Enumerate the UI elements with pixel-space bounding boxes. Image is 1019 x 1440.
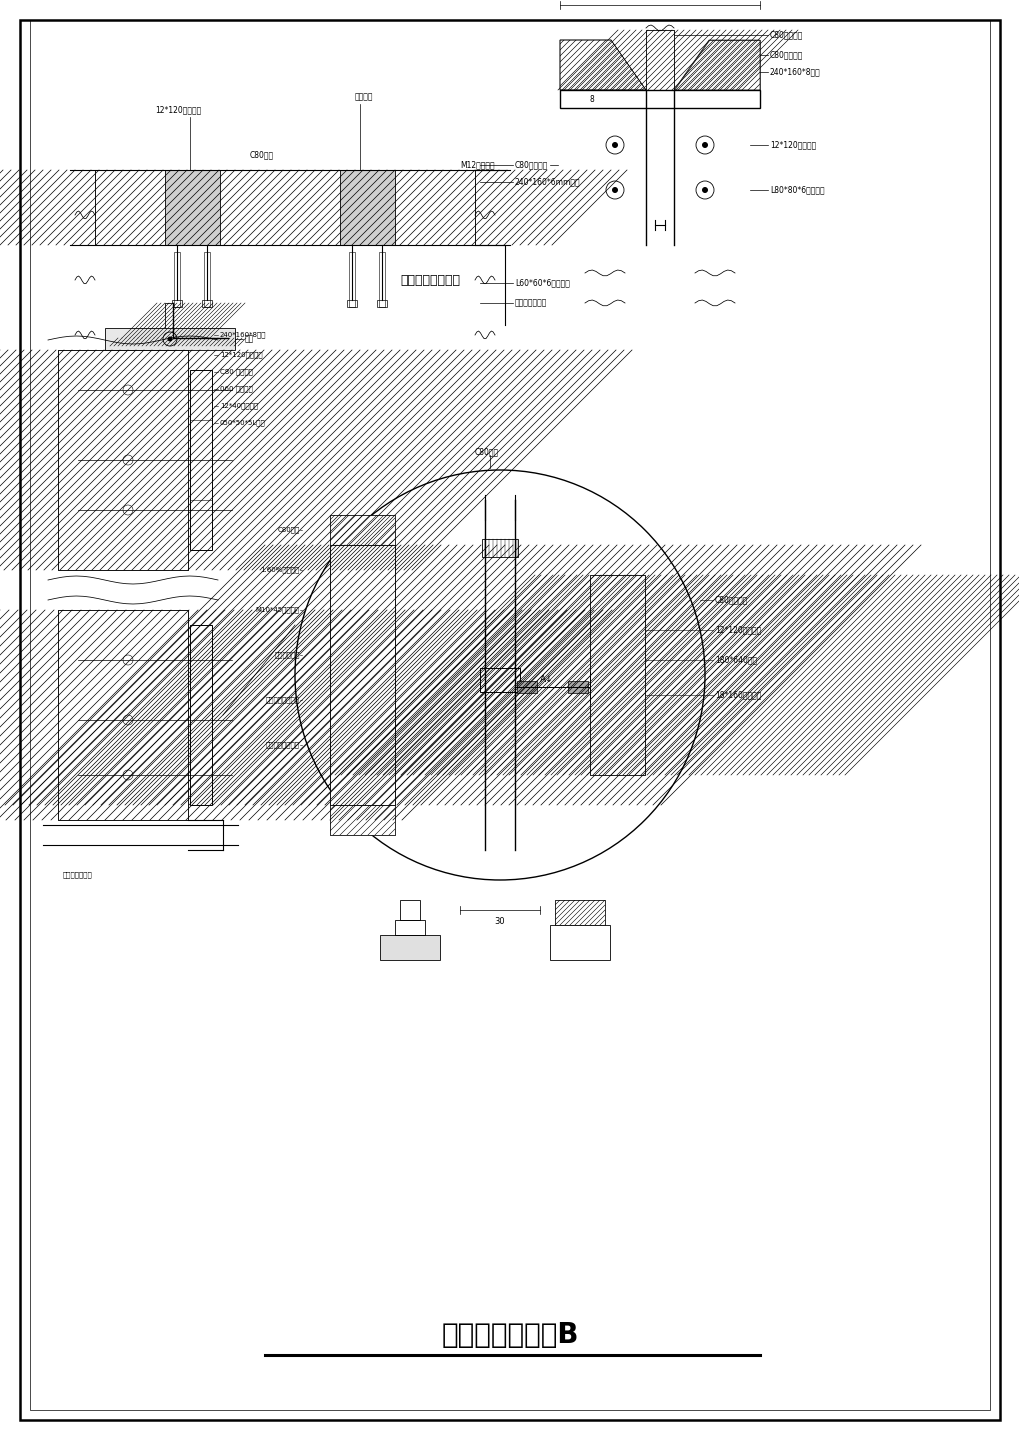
- Text: 240*160*6mm钢板: 240*160*6mm钢板: [515, 177, 580, 187]
- Text: C80槽钢: C80槽钢: [475, 448, 498, 456]
- Text: A↓: A↓: [539, 675, 553, 684]
- Bar: [105, 328, 234, 350]
- Bar: [204, 252, 210, 307]
- Text: 240*160*8钢板: 240*160*8钢板: [769, 68, 820, 76]
- Text: M12化学锚栓: M12化学锚栓: [460, 160, 494, 170]
- Circle shape: [167, 337, 172, 341]
- Text: 化学锚栓: 化学锚栓: [355, 92, 373, 101]
- Bar: [190, 625, 212, 805]
- Bar: [348, 252, 355, 307]
- Text: 12*120膨胀螺栓: 12*120膨胀螺栓: [769, 141, 815, 150]
- Bar: [517, 681, 536, 693]
- Bar: [394, 920, 425, 935]
- Text: L80*80*6角钢骨架: L80*80*6角钢骨架: [769, 186, 823, 194]
- Text: 云石胶粘板胶: 云石胶粘板胶: [274, 652, 300, 658]
- Bar: [568, 681, 587, 693]
- Bar: [58, 350, 187, 570]
- Bar: [330, 544, 394, 805]
- Circle shape: [701, 187, 707, 193]
- Polygon shape: [330, 516, 394, 544]
- Bar: [95, 170, 475, 245]
- Text: 18*160化学锚栓: 18*160化学锚栓: [714, 691, 760, 700]
- Text: 1.60%背衬胶背: 1.60%背衬胶背: [261, 567, 300, 573]
- Text: 240: 240: [651, 0, 667, 1]
- Text: 骨架胶点固定胶块: 骨架胶点固定胶块: [266, 742, 300, 749]
- Bar: [190, 370, 212, 550]
- Bar: [330, 544, 394, 805]
- Bar: [165, 302, 173, 338]
- Text: L60*60*6角钢骨架: L60*60*6角钢骨架: [515, 278, 570, 288]
- Bar: [202, 300, 212, 307]
- Bar: [589, 575, 644, 775]
- Bar: [339, 170, 394, 245]
- Bar: [95, 170, 475, 245]
- Bar: [165, 170, 220, 245]
- Text: 240*160*8钢板: 240*160*8钢板: [220, 331, 266, 338]
- Text: 不锈钢固固扣件: 不锈钢固固扣件: [515, 298, 547, 308]
- Text: 地面接口处大样: 地面接口处大样: [63, 871, 93, 878]
- Text: 8: 8: [589, 95, 594, 104]
- Polygon shape: [554, 900, 604, 924]
- Bar: [645, 30, 674, 89]
- Bar: [559, 89, 759, 108]
- Circle shape: [701, 143, 707, 148]
- Text: C80槽钢立柱: C80槽钢立柱: [769, 30, 803, 39]
- Text: 12*120膨胀螺栓: 12*120膨胀螺栓: [714, 625, 760, 635]
- Text: M10*45不锈钢栓: M10*45不锈钢栓: [256, 606, 300, 613]
- Bar: [58, 611, 187, 819]
- Text: 12*120膨胀螺栓: 12*120膨胀螺栓: [220, 351, 262, 359]
- Bar: [380, 935, 439, 960]
- Text: 骨架连接锚固大样: 骨架连接锚固大样: [399, 274, 460, 287]
- Bar: [165, 302, 173, 338]
- Text: C80 槽钢立柱: C80 槽钢立柱: [220, 369, 253, 376]
- Bar: [482, 539, 518, 557]
- Text: C80钢板底座: C80钢板底座: [515, 160, 548, 170]
- Polygon shape: [674, 40, 759, 89]
- Text: 12*40膨胀螺栓: 12*40膨胀螺栓: [220, 403, 258, 409]
- Bar: [399, 900, 420, 920]
- Polygon shape: [330, 805, 394, 835]
- Bar: [480, 668, 520, 693]
- Text: 墙面竖向节点图B: 墙面竖向节点图B: [441, 1320, 578, 1349]
- Bar: [174, 252, 179, 307]
- Text: C80钢板底座: C80钢板底座: [769, 50, 803, 59]
- Bar: [173, 338, 228, 346]
- Bar: [172, 300, 181, 307]
- Text: 12*120膨胀螺栓: 12*120膨胀螺栓: [155, 105, 201, 115]
- Bar: [346, 300, 357, 307]
- Text: 050*50*5L角铁: 050*50*5L角铁: [220, 419, 266, 426]
- Circle shape: [611, 187, 618, 193]
- Text: C80槽钢角向: C80槽钢角向: [714, 596, 748, 605]
- Bar: [58, 611, 187, 819]
- Text: 180*640钢板: 180*640钢板: [714, 655, 756, 664]
- Bar: [549, 924, 609, 960]
- Text: 060 道钢骨架: 060 道钢骨架: [220, 386, 253, 392]
- Polygon shape: [559, 40, 645, 89]
- Bar: [377, 300, 386, 307]
- Circle shape: [611, 143, 618, 148]
- Text: 石材: 石材: [245, 334, 254, 344]
- Text: C80槽钢: C80槽钢: [277, 527, 300, 533]
- Bar: [645, 30, 674, 89]
- Bar: [379, 252, 384, 307]
- Text: 聚合改性沥青防水: 聚合改性沥青防水: [266, 697, 300, 703]
- Bar: [173, 338, 228, 346]
- Bar: [589, 575, 644, 775]
- Text: 30: 30: [494, 917, 504, 926]
- Text: C80槽钢: C80槽钢: [250, 151, 274, 160]
- Bar: [58, 350, 187, 570]
